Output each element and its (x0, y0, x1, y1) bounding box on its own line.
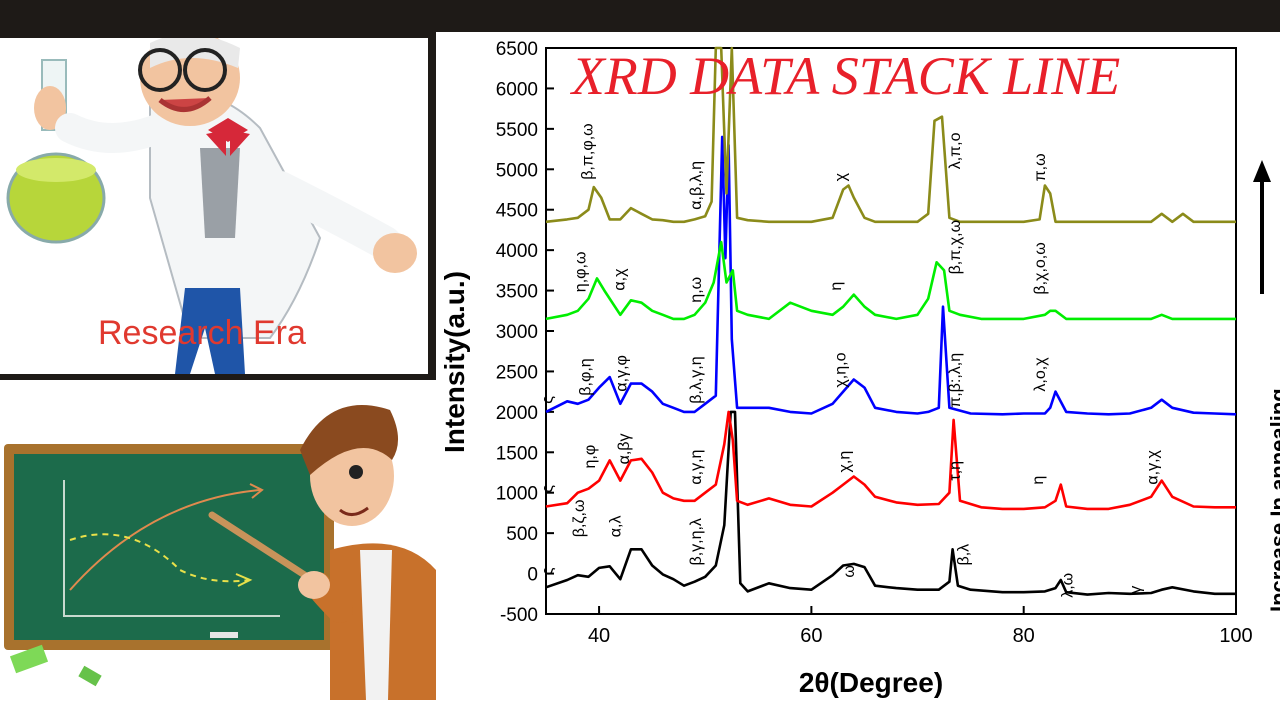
peak-annotation: λ,ω (1060, 573, 1077, 598)
y-tick-label: 1500 (496, 443, 538, 464)
series-line-3 (545, 240, 1236, 321)
peak-annotation: π,ω (1032, 153, 1049, 181)
peak-annotation: β,χ,ο,ω (1032, 242, 1049, 294)
peak-annotation: α,λ (607, 515, 624, 537)
y-axis-label: Intensity(a.u.) (439, 271, 470, 453)
peak-annotation: χ (832, 172, 849, 181)
x-axis-label: 2θ(Degree) (799, 667, 943, 698)
peak-annotation: α,βγ (616, 433, 633, 464)
peak-annotation: η (828, 282, 845, 291)
peak-annotation: α,β,λ,η (688, 161, 705, 210)
peak-annotation: α,γ,φ (614, 355, 631, 392)
plot-frame (545, 47, 1237, 615)
chart-title: XRD DATA STACK LINE (570, 46, 1121, 106)
peak-annotation: λ,ο,χ (1032, 357, 1049, 392)
xrd-chart-panel: -500 0 500 1000 1500 2000 2500 3000 3500 4000 4500… (436, 32, 1280, 720)
peak-annotation: ς (539, 567, 556, 575)
y-tick-label: 1000 (496, 484, 538, 505)
peak-annotation: ς (539, 485, 556, 493)
y-tick-label: 2000 (496, 403, 538, 424)
y-tick-label: 2500 (496, 362, 538, 383)
xrd-chart: -500 0 500 1000 1500 2000 2500 3000 3500 4000 4500… (439, 39, 1280, 698)
peak-annotation: β,λ (956, 544, 973, 566)
peak-annotation: ς (539, 396, 556, 404)
series-line-0 (545, 410, 1236, 596)
y-tick-label: 0 (527, 565, 538, 586)
peak-annotation: β,π,χ,ω (947, 220, 964, 274)
chart-series-group (545, 46, 1237, 596)
x-tick-label: 80 (1013, 625, 1035, 647)
peak-annotation: α,γ,η (688, 450, 705, 485)
teacher-illustration-panel (0, 380, 436, 720)
peak-annotation: β,γ,η,λ (688, 518, 705, 565)
peak-annotation: ω (841, 565, 858, 578)
peak-annotation: γ (1128, 586, 1145, 594)
x-tick-label: 60 (800, 625, 822, 647)
y-tick-label: 3500 (496, 282, 538, 303)
peak-annotation: π,β:,λ,η (947, 353, 964, 408)
y-tick-label: 6000 (496, 79, 538, 100)
y-tick-label: 4500 (496, 201, 538, 222)
scientist-illustration (6, 38, 417, 374)
series-line-2 (545, 135, 1237, 416)
scientist-illustration-panel: Research Era (0, 38, 428, 374)
y-tick-label: 5000 (496, 160, 538, 181)
y-tick-label: 6500 (496, 39, 538, 60)
y-tick-label: 4000 (496, 241, 538, 262)
peak-annotation: α,γ,χ (1144, 449, 1161, 484)
research-era-brand-text: Research Era (98, 314, 306, 352)
peak-annotation: β,ζ,ω (571, 500, 588, 538)
chart-annotations: β,π,φ,ω α,β,λ,η χ λ,π,ο π,ω η,φ,ω α,χ η,ω η β,π,χ… (539, 123, 1161, 597)
teacher-illustration (4, 405, 436, 700)
y-tick-label: 5500 (496, 120, 538, 141)
peak-annotation: η,ω (688, 277, 705, 303)
peak-annotation: α,χ (612, 268, 629, 291)
peak-annotation: η,φ (582, 445, 599, 469)
chart-axes: -500 0 500 1000 1500 2000 2500 3000 3500 4000 4500… (496, 39, 1253, 647)
peak-annotation: β,λ,γ,η (688, 356, 705, 403)
peak-annotation: λ,π,ο (947, 132, 964, 169)
peak-annotation: β,φ,η (578, 358, 595, 395)
annealing-arrow (1253, 160, 1271, 294)
y-tick-label: -500 (500, 605, 538, 626)
peak-annotation: χ,η,ο (832, 352, 849, 387)
peak-annotation: β,π,φ,ω (580, 123, 597, 179)
series-line-1 (545, 410, 1236, 511)
peak-annotation: τ,η (947, 461, 964, 481)
peak-annotation: η (1030, 476, 1047, 485)
annealing-side-label: Increase In annealing (1266, 388, 1280, 612)
peak-annotation: χ,η (837, 451, 854, 473)
y-tick-label: 3000 (496, 322, 538, 343)
series-line-4 (545, 46, 1236, 224)
peak-annotation: η,φ,ω (572, 252, 589, 293)
y-tick-label: 500 (506, 524, 538, 545)
x-tick-label: 100 (1219, 625, 1252, 647)
x-tick-label: 40 (588, 625, 610, 647)
